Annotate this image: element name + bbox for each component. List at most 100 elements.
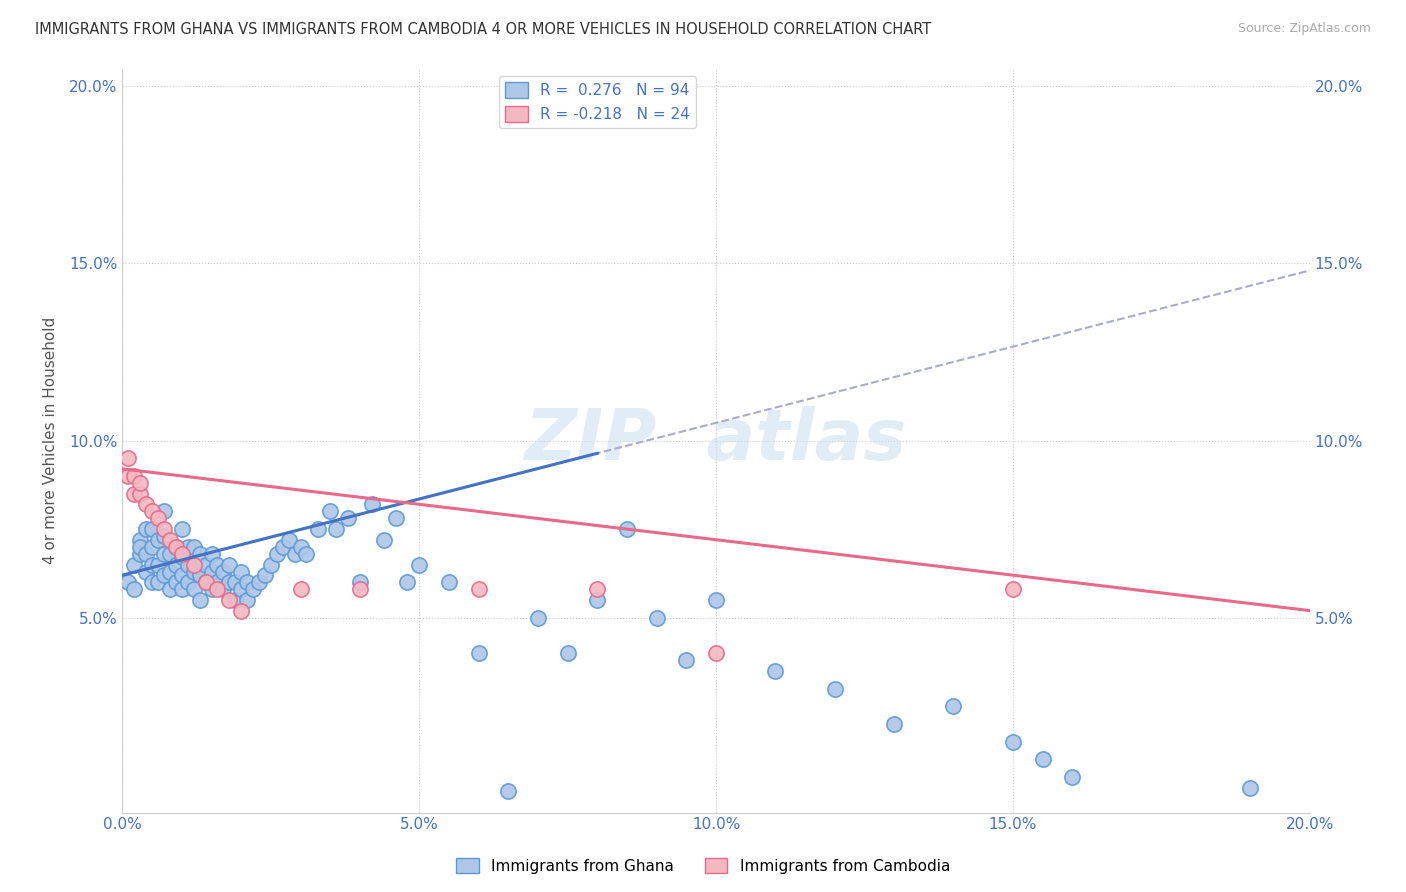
Point bbox=[135, 547, 157, 561]
Point bbox=[260, 558, 283, 572]
Point bbox=[218, 558, 240, 572]
Point bbox=[117, 451, 139, 466]
Point bbox=[384, 511, 406, 525]
Point bbox=[165, 540, 187, 554]
Point bbox=[1239, 780, 1261, 795]
Point bbox=[675, 653, 697, 667]
Point bbox=[242, 582, 264, 597]
Point bbox=[200, 565, 222, 579]
Point bbox=[284, 547, 307, 561]
Point bbox=[207, 558, 229, 572]
Point bbox=[212, 565, 235, 579]
Point bbox=[231, 604, 253, 618]
Point bbox=[159, 565, 181, 579]
Point bbox=[319, 504, 342, 518]
Point bbox=[349, 575, 371, 590]
Point bbox=[129, 547, 152, 561]
Point bbox=[557, 646, 579, 660]
Point bbox=[266, 547, 288, 561]
Point bbox=[765, 664, 787, 678]
Point bbox=[124, 486, 146, 500]
Point bbox=[200, 547, 222, 561]
Point bbox=[704, 593, 727, 607]
Point bbox=[231, 582, 253, 597]
Point bbox=[124, 469, 146, 483]
Point bbox=[146, 511, 169, 525]
Point bbox=[645, 610, 668, 624]
Point bbox=[360, 497, 382, 511]
Point bbox=[124, 558, 146, 572]
Point bbox=[1001, 734, 1024, 748]
Point bbox=[194, 575, 217, 590]
Point bbox=[129, 476, 152, 491]
Point bbox=[170, 522, 193, 536]
Point bbox=[153, 547, 176, 561]
Point bbox=[200, 582, 222, 597]
Point bbox=[616, 522, 638, 536]
Point bbox=[194, 575, 217, 590]
Point bbox=[337, 511, 360, 525]
Point bbox=[236, 593, 259, 607]
Point bbox=[207, 582, 229, 597]
Point bbox=[159, 547, 181, 561]
Point bbox=[207, 575, 229, 590]
Point bbox=[170, 547, 193, 561]
Point bbox=[586, 582, 609, 597]
Point bbox=[467, 582, 489, 597]
Point bbox=[396, 575, 419, 590]
Point bbox=[177, 540, 200, 554]
Point bbox=[437, 575, 460, 590]
Point bbox=[408, 558, 430, 572]
Point bbox=[290, 540, 312, 554]
Point bbox=[183, 565, 205, 579]
Point bbox=[159, 533, 181, 547]
Point bbox=[135, 497, 157, 511]
Point bbox=[218, 575, 240, 590]
Point bbox=[153, 529, 176, 543]
Text: ZIP  atlas: ZIP atlas bbox=[524, 406, 907, 475]
Point bbox=[170, 582, 193, 597]
Point bbox=[1001, 582, 1024, 597]
Point bbox=[271, 540, 294, 554]
Point bbox=[141, 558, 163, 572]
Point bbox=[141, 540, 163, 554]
Point bbox=[218, 593, 240, 607]
Point bbox=[883, 717, 905, 731]
Point bbox=[153, 504, 176, 518]
Point bbox=[212, 582, 235, 597]
Point bbox=[124, 582, 146, 597]
Point bbox=[135, 522, 157, 536]
Point bbox=[467, 646, 489, 660]
Point bbox=[117, 575, 139, 590]
Point bbox=[236, 575, 259, 590]
Point bbox=[527, 610, 550, 624]
Point bbox=[1031, 752, 1053, 766]
Legend: Immigrants from Ghana, Immigrants from Cambodia: Immigrants from Ghana, Immigrants from C… bbox=[450, 852, 956, 880]
Point bbox=[290, 582, 312, 597]
Point bbox=[117, 469, 139, 483]
Point bbox=[295, 547, 318, 561]
Point bbox=[141, 504, 163, 518]
Point bbox=[247, 575, 270, 590]
Point bbox=[165, 558, 187, 572]
Point bbox=[224, 575, 246, 590]
Point bbox=[307, 522, 329, 536]
Point bbox=[159, 582, 181, 597]
Point bbox=[165, 575, 187, 590]
Point bbox=[183, 540, 205, 554]
Point bbox=[146, 558, 169, 572]
Point bbox=[349, 582, 371, 597]
Point bbox=[146, 575, 169, 590]
Point bbox=[183, 558, 205, 572]
Point bbox=[586, 593, 609, 607]
Point bbox=[704, 646, 727, 660]
Point bbox=[165, 540, 187, 554]
Text: IMMIGRANTS FROM GHANA VS IMMIGRANTS FROM CAMBODIA 4 OR MORE VEHICLES IN HOUSEHOL: IMMIGRANTS FROM GHANA VS IMMIGRANTS FROM… bbox=[35, 22, 931, 37]
Point bbox=[177, 558, 200, 572]
Point bbox=[129, 486, 152, 500]
Point bbox=[141, 522, 163, 536]
Point bbox=[153, 522, 176, 536]
Point bbox=[194, 558, 217, 572]
Point bbox=[129, 533, 152, 547]
Point bbox=[325, 522, 347, 536]
